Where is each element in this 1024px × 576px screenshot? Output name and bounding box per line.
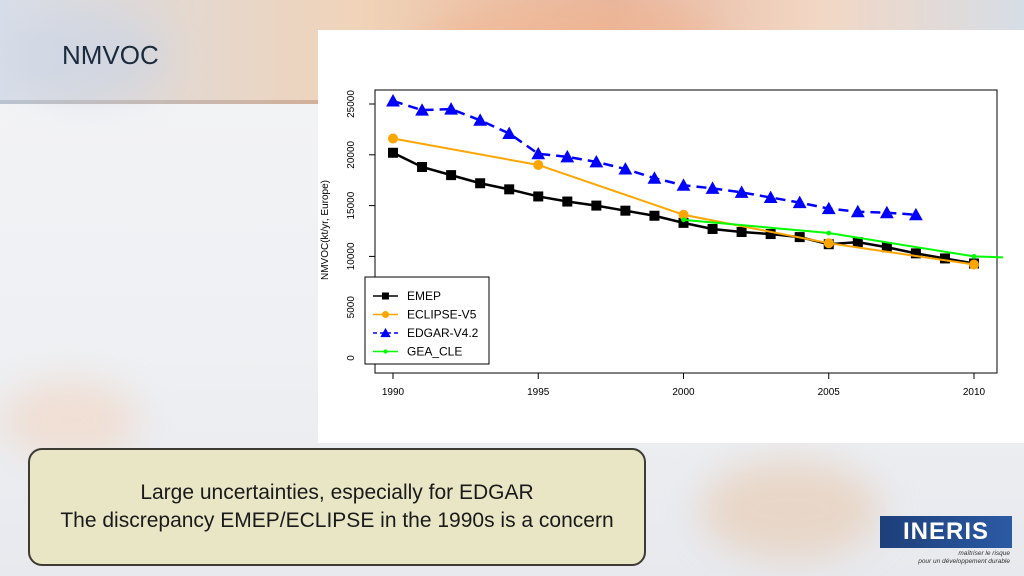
logo-tagline-1: maîtriser le risque [958,550,1010,557]
eclipse-v5-point [969,259,979,270]
gea-cle-point [681,217,686,223]
emep-point [504,184,515,195]
emep-point [475,178,486,189]
x-tick-label: 1990 [382,387,405,398]
edgar-v4-2-point [734,185,749,198]
x-tick-label: 1995 [527,387,550,398]
ineris-logo: INERIS maîtriser le risque pour un dével… [880,516,1012,568]
y-tick-label: 15000 [346,191,357,219]
background-decoration [700,460,880,560]
note-line-1: Large uncertainties, especially for EDGA… [140,481,534,504]
y-tick-label: 0 [346,355,357,361]
edgar-v4-2-point [380,327,391,338]
y-tick-label: 20000 [346,140,357,168]
gea-cle-series [681,217,1004,259]
legend-item-emep: EMEP [373,289,441,303]
logo-tagline: maîtriser le risque pour un développemen… [880,550,1010,566]
edgar-v4-2-point [589,155,604,168]
edgar-v4-2-line [392,99,916,216]
emep-point [533,191,544,202]
eclipse-v5-point [388,133,398,144]
chart-panel: 0 5000 10000 15000 20000 25000 1990 1995 2000 20… [318,30,1024,443]
gea-cle-line [683,218,1004,259]
background-decoration [0,380,140,460]
slide-title: NMVOC [62,40,159,70]
eclipse-v5-point [823,238,834,249]
gea-cle-point [383,349,388,354]
logo-text: INERIS [880,516,1012,548]
plot-frame [374,89,998,374]
legend-item-eclipse-v5: ECLIPSE-V5 [373,308,477,322]
emep-point [591,200,602,211]
emep-point [388,147,398,158]
emep-point [417,161,428,172]
eclipse-v5-point [382,311,389,318]
gea-cle-point [971,254,977,259]
y-tick-label: 5000 [346,296,357,319]
edgar-v4-2-point [473,113,488,126]
y-axis-label: NMVOC(kt/yr, Europe) [320,180,331,280]
edgar-v4-2-point [705,181,720,194]
edgar-v4-2-point [386,94,400,107]
legend-item-gea-cle: GEA_CLE [373,345,462,359]
emep-point [939,253,950,264]
x-tick-label: 2005 [818,387,841,398]
edgar-v4-2-point [763,190,778,203]
legend-label: ECLIPSE-V5 [407,308,477,322]
note-line-2: The discrepancy EMEP/ECLIPSE in the 1990… [60,509,614,532]
edgar-v4-2-point [850,204,865,218]
emep-point [562,196,573,207]
edgar-v4-2-point [502,126,517,139]
legend-item-edgar-v4-2: EDGAR-V4.2 [373,326,479,340]
gea-cle-point [826,230,832,236]
emep-point [852,237,863,248]
y-tick-label: 10000 [346,242,357,270]
emep-point [446,170,457,181]
emep-point [765,229,776,240]
edgar-v4-2-point [444,102,458,115]
legend-label: GEA_CLE [407,345,462,359]
eclipse-v5-point [678,209,689,220]
emep-series [388,147,979,269]
nmvoc-chart: 0 5000 10000 15000 20000 25000 1990 1995 2000 20… [320,89,1004,398]
emep-point [649,210,660,221]
edgar-v4-2-point [792,195,807,209]
x-tick-label: 2000 [672,387,695,398]
edgar-v4-2-point [560,149,575,163]
edgar-v4-2-point [879,205,894,219]
y-tick-label: 25000 [346,90,357,118]
edgar-v4-2-point [821,201,836,215]
x-tick-label: 2010 [963,387,986,398]
emep-point [382,292,389,300]
edgar-v4-2-point [415,103,429,116]
emep-point [736,227,747,238]
note-box: Large uncertainties, especially for EDGA… [28,448,646,566]
x-axis: 1990 1995 2000 2005 2010 [382,373,986,398]
background-decoration [10,10,170,100]
emep-point [910,248,921,259]
emep-point [678,217,689,228]
eclipse-v5-point [533,159,544,170]
emep-point [620,205,631,216]
emep-point [707,223,718,234]
series-layer [386,94,1004,270]
legend-label: EMEP [407,289,441,303]
edgar-v4-2-point [909,207,923,221]
emep-point [881,242,892,253]
eclipse-v5-series [388,133,979,270]
legend-label: EDGAR-V4.2 [407,326,479,340]
edgar-v4-2-point [618,162,633,175]
edgar-v4-2-series [386,94,923,221]
edgar-v4-2-point [531,146,546,160]
edgar-v4-2-point [676,178,691,191]
legend: EMEP ECLIPSE-V5 EDGAR-V4.2 GEA_CLE [364,276,490,365]
logo-tagline-2: pour un développement durable [918,558,1010,565]
edgar-v4-2-point [647,171,662,184]
